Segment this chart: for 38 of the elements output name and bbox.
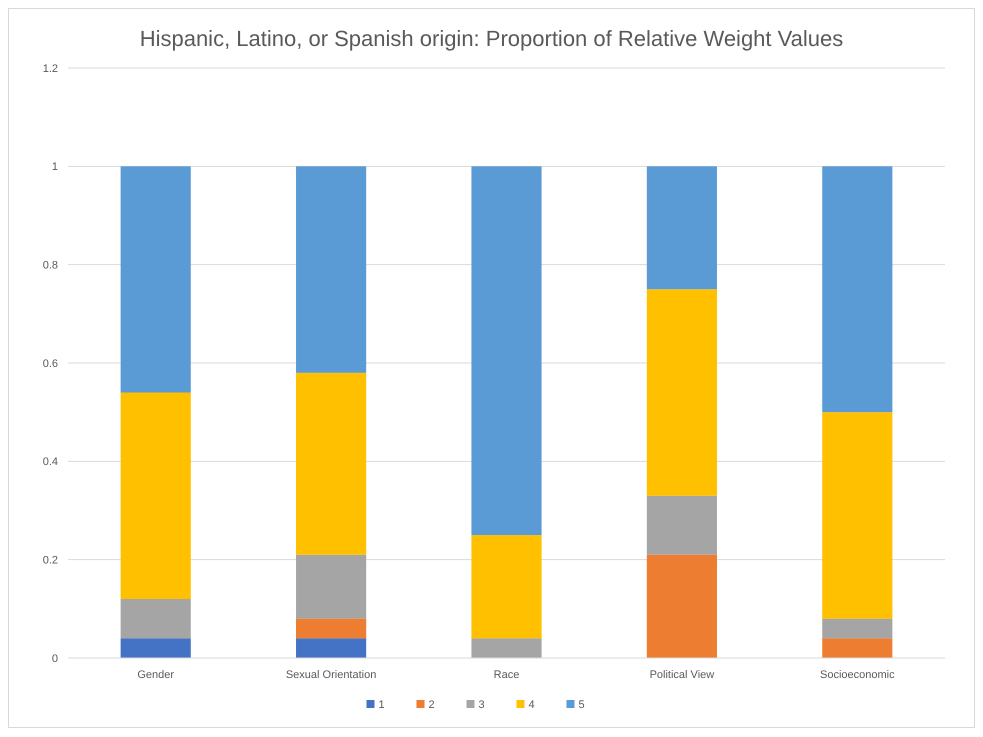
bar bbox=[646, 166, 717, 290]
bar bbox=[646, 554, 717, 658]
bar bbox=[296, 638, 366, 658]
bar bbox=[120, 166, 191, 392]
bar bbox=[296, 618, 366, 638]
bar bbox=[296, 166, 366, 373]
bar bbox=[471, 535, 542, 638]
legend-label: 4 bbox=[528, 699, 535, 711]
bar bbox=[822, 618, 892, 638]
legend-label: 2 bbox=[428, 699, 435, 711]
bar bbox=[120, 392, 191, 599]
y-tick-label: 0.4 bbox=[42, 456, 58, 468]
bar bbox=[646, 496, 717, 555]
y-tick-label: 0.8 bbox=[42, 260, 58, 272]
x-tick-label: Political View bbox=[650, 669, 714, 681]
bar bbox=[822, 638, 892, 658]
x-tick-label: Gender bbox=[137, 669, 174, 681]
bar bbox=[646, 289, 717, 496]
x-tick-label: Socioeconomic bbox=[820, 669, 896, 681]
bar bbox=[471, 166, 542, 536]
y-tick-label: 0 bbox=[52, 652, 58, 665]
y-tick-label: 1 bbox=[52, 161, 58, 174]
bar bbox=[120, 638, 191, 658]
legend-label: 3 bbox=[478, 699, 485, 711]
bar bbox=[822, 412, 892, 619]
legend-label: 1 bbox=[378, 699, 385, 711]
chart-title: Hispanic, Latino, or Spanish origin: Proportion of Relative Weight Values bbox=[140, 26, 844, 51]
bar bbox=[296, 372, 366, 555]
bar bbox=[120, 599, 191, 638]
x-tick-label: Race bbox=[494, 669, 520, 681]
y-tick-label: 0.2 bbox=[42, 554, 58, 567]
bar bbox=[296, 554, 366, 619]
y-tick-label: 1.2 bbox=[42, 62, 58, 75]
bar bbox=[471, 638, 542, 658]
y-tick-label: 0.6 bbox=[42, 358, 58, 370]
x-tick-label: Sexual Orientation bbox=[286, 669, 376, 681]
legend-label: 5 bbox=[578, 699, 585, 711]
bar bbox=[822, 166, 892, 412]
